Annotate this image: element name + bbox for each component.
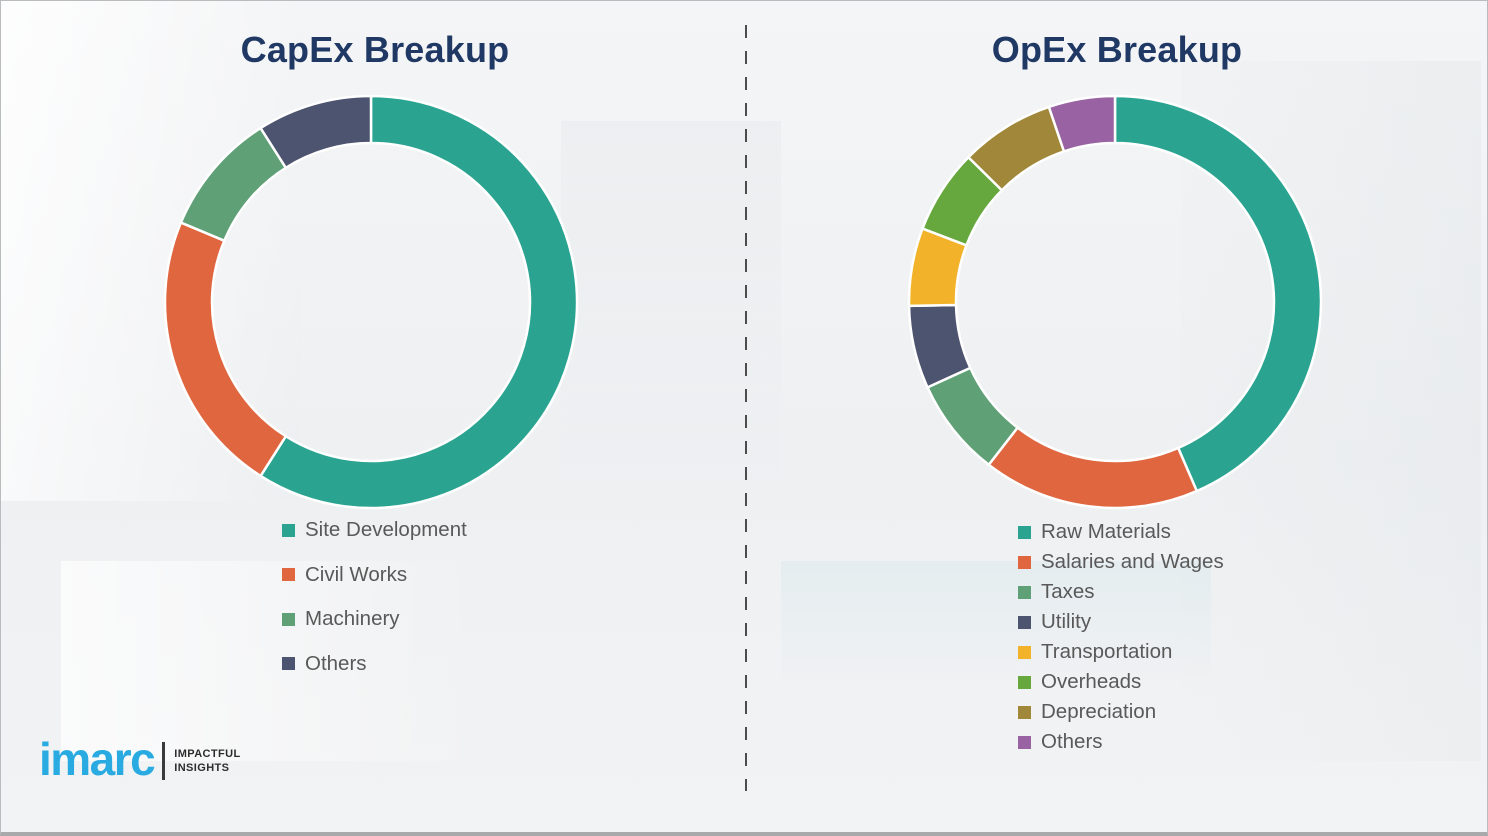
legend-swatch (1018, 615, 1031, 629)
imarc-tagline-line2: INSIGHTS (174, 762, 230, 774)
legend-swatch (282, 523, 295, 537)
imarc-brand-text: imarc (39, 733, 156, 785)
donut-segment-raw-materials (1113, 94, 1323, 493)
legend-label: Overheads (1041, 670, 1142, 693)
legend-label: Civil Works (305, 562, 408, 586)
legend-label: Transportation (1041, 640, 1173, 663)
legend-swatch (1018, 675, 1031, 689)
imarc-logo-separator (162, 742, 166, 780)
legend-swatch (1018, 645, 1031, 659)
legend-label: Taxes (1041, 580, 1095, 603)
legend-swatch (1018, 705, 1031, 719)
legend-swatch (1018, 525, 1031, 539)
legend-item-overheads: Overheads (1018, 667, 1224, 697)
legend-label: Depreciation (1041, 700, 1157, 723)
legend-item-transportation: Transportation (1018, 637, 1224, 667)
opex-legend: Raw Materials Salaries and Wages Taxes Util… (1018, 517, 1224, 757)
legend-swatch (1018, 585, 1031, 599)
legend-swatch (1018, 735, 1031, 749)
donut-segment-others (1047, 94, 1117, 153)
legend-swatch (282, 657, 295, 671)
imarc-tagline-line1: IMPACTFUL (174, 747, 241, 760)
legend-item-machinery: Machinery (282, 597, 467, 642)
legend-label: Raw Materials (1041, 520, 1171, 543)
legend-swatch (282, 612, 295, 626)
legend-label: Utility (1041, 610, 1092, 633)
legend-item-raw-materials: Raw Materials (1018, 517, 1224, 547)
background-watermark (561, 121, 781, 541)
legend-item-others: Others (1018, 727, 1224, 757)
donut-segment-civil-works (163, 221, 288, 478)
opex-chart-title: OpEx Breakup (991, 29, 1243, 70)
donut-segment-site-development (259, 94, 579, 510)
legend-item-others: Others (282, 642, 467, 687)
capex-legend: Site Development Civil Works Machinery Othe… (282, 508, 467, 686)
legend-swatch (1018, 555, 1031, 569)
legend-label: Others (305, 651, 367, 675)
legend-item-civil-works: Civil Works (282, 553, 467, 598)
imarc-tagline: IMPACTFUL INSIGHTS (174, 747, 240, 776)
opex-donut-chart (907, 94, 1323, 510)
legend-item-salaries-and-wages: Salaries and Wages (1018, 547, 1224, 577)
legend-swatch (282, 568, 295, 582)
legend-item-taxes: Taxes (1018, 577, 1224, 607)
legend-label: Site Development (305, 518, 467, 542)
legend-item-utility: Utility (1018, 607, 1224, 637)
donut-segment-salaries-and-wages (987, 426, 1199, 510)
capex-chart-title: CapEx Breakup (240, 29, 510, 70)
dashed-divider-line (745, 25, 747, 791)
donut-segment-others (259, 94, 373, 169)
legend-item-depreciation: Depreciation (1018, 697, 1224, 727)
legend-label: Machinery (305, 607, 400, 631)
legend-item-site-development: Site Development (282, 508, 467, 553)
capex-donut-chart (163, 94, 579, 510)
imarc-logo: imarc IMPACTFUL INSIGHTS (39, 736, 241, 782)
legend-label: Salaries and Wages (1041, 550, 1224, 573)
legend-label: Others (1041, 730, 1103, 753)
